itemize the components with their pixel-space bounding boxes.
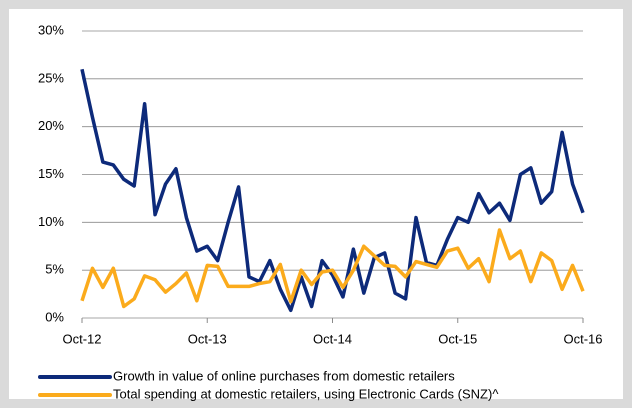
chart-panel — [9, 9, 623, 399]
legend-label: Growth in value of online purchases from… — [113, 368, 455, 383]
series-line — [80, 228, 585, 309]
series-line — [80, 68, 585, 313]
x-tick-label: Oct-15 — [438, 331, 477, 346]
x-tick-label: Oct-12 — [62, 331, 101, 346]
x-tick-label: Oct-16 — [563, 331, 602, 346]
legend-label: Total spending at domestic retailers, us… — [113, 386, 499, 401]
y-tick-label: 0% — [45, 309, 64, 324]
x-tick-label: Oct-14 — [313, 331, 352, 346]
x-tick-label: Oct-13 — [188, 331, 227, 346]
y-tick-label: 10% — [38, 214, 64, 229]
y-tick-label: 25% — [38, 70, 64, 85]
y-tick-label: 5% — [45, 262, 64, 277]
y-tick-label: 15% — [38, 166, 64, 181]
y-tick-label: 30% — [38, 22, 64, 37]
y-tick-label: 20% — [38, 118, 64, 133]
